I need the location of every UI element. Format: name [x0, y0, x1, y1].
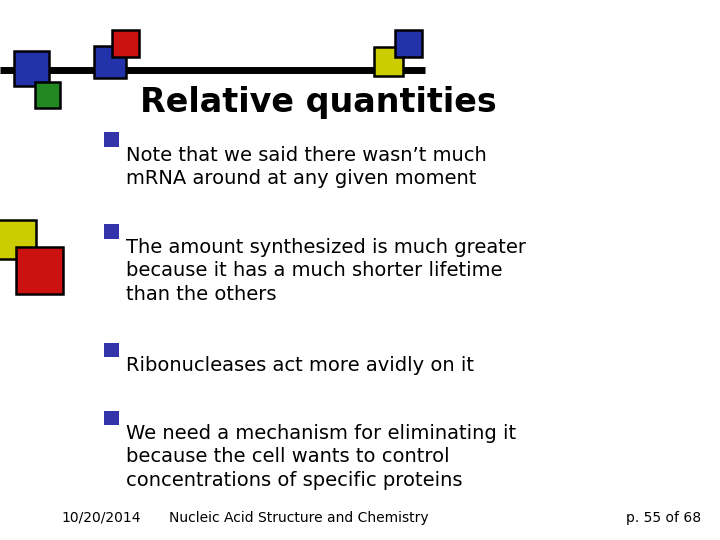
- Text: Ribonucleases act more avidly on it: Ribonucleases act more avidly on it: [126, 356, 474, 375]
- FancyBboxPatch shape: [112, 30, 139, 57]
- Text: Nucleic Acid Structure and Chemistry: Nucleic Acid Structure and Chemistry: [169, 511, 428, 525]
- Text: 10/20/2014: 10/20/2014: [61, 511, 140, 525]
- FancyBboxPatch shape: [395, 30, 422, 57]
- Text: The amount synthesized is much greater
because it has a much shorter lifetime
th: The amount synthesized is much greater b…: [126, 238, 526, 303]
- FancyBboxPatch shape: [104, 410, 119, 425]
- FancyBboxPatch shape: [374, 47, 403, 76]
- FancyBboxPatch shape: [104, 132, 119, 147]
- FancyBboxPatch shape: [104, 343, 119, 357]
- FancyBboxPatch shape: [35, 82, 60, 108]
- Text: Relative quantities: Relative quantities: [140, 86, 497, 119]
- FancyBboxPatch shape: [94, 46, 126, 78]
- Text: p. 55 of 68: p. 55 of 68: [626, 511, 701, 525]
- FancyBboxPatch shape: [0, 220, 36, 259]
- Text: We need a mechanism for eliminating it
because the cell wants to control
concent: We need a mechanism for eliminating it b…: [126, 424, 516, 490]
- FancyBboxPatch shape: [14, 51, 49, 86]
- FancyBboxPatch shape: [16, 247, 63, 294]
- FancyBboxPatch shape: [104, 224, 119, 239]
- Text: Note that we said there wasn’t much
mRNA around at any given moment: Note that we said there wasn’t much mRNA…: [126, 146, 487, 188]
